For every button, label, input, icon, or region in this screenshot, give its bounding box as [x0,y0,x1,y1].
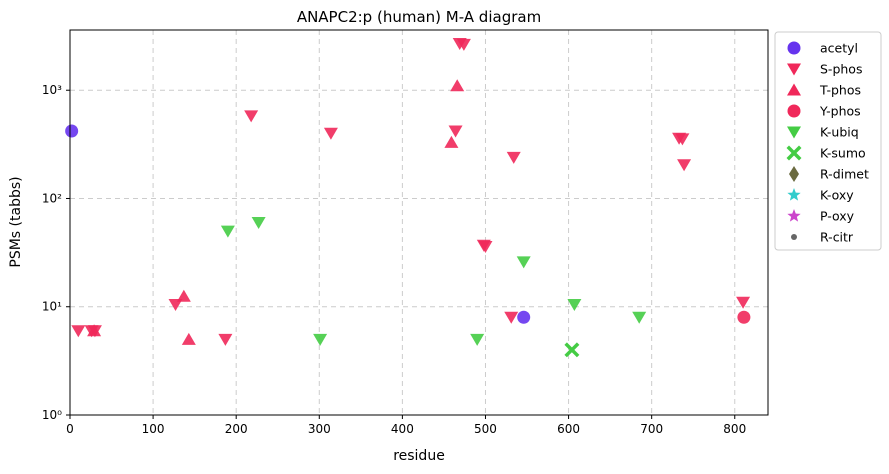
data-point-t-phos [444,135,459,148]
y-axis-label: PSMs (tabbs) [8,176,24,267]
legend-label-y-phos: Y-phos [819,104,861,119]
data-point-t-phos [450,79,465,92]
y-tick-label: 10⁰ [42,408,62,422]
x-tick-label: 500 [474,422,497,436]
legend-label-r-citr: R-citr [820,230,854,245]
x-tick-label: 200 [225,422,248,436]
plot-frame [69,29,769,416]
legend-marker-y-phos [787,104,801,118]
x-tick-label: 100 [142,422,165,436]
legend-marker-k-oxy [787,188,801,201]
legend-marker-k-sumo [786,145,802,161]
data-point-s-phos [456,38,471,51]
y-tick-label: 10² [42,191,62,205]
data-point-s-phos [736,296,751,309]
data-point-s-phos [506,151,521,164]
x-axis-label: residue [393,448,445,464]
data-point-s-phos [168,298,183,311]
data-point-k-ubiq [516,256,531,269]
legend-marker-p-oxy [787,209,801,222]
x-tick-label: 0 [66,422,74,436]
data-point-s-phos [677,159,692,172]
legend-frame [774,31,882,251]
data-point-k-ubiq [470,333,485,346]
data-point-s-phos [323,127,338,140]
data-point-t-phos [176,289,191,302]
legend-label-s-phos: S-phos [820,62,862,77]
data-point-k-ubiq [632,311,647,324]
legend-marker-t-phos [787,83,801,96]
legend-label-acetyl: acetyl [820,41,858,56]
legend-label-p-oxy: P-oxy [820,209,855,224]
data-point-s-phos [504,311,519,324]
data-point-k-ubiq [251,217,266,229]
y-axis: 10⁰ 10¹ 10² 10³ [42,83,70,422]
chart-title: ANAPC2:p (human) M-A diagram [297,8,541,26]
legend-label-k-oxy: K-oxy [820,188,854,203]
x-axis: 0 100 200 300 400 500 600 700 800 [66,415,746,436]
data-point-y-phos [737,310,751,324]
legend: acetyl S-phos T-phos Y-phos K-ubiq K-sumo R-di… [774,31,882,251]
data-point-acetyl [65,124,79,138]
x-tick-label: 700 [640,422,663,436]
legend-marker-k-ubiq [787,126,801,139]
data-point-k-ubiq [220,225,235,238]
legend-marker-acetyl [787,41,801,55]
y-tick-label: 10³ [42,83,62,97]
data-point-k-ubiq [567,298,582,311]
data-point-s-phos [448,125,463,138]
data-point-k-sumo [564,342,580,358]
x-tick-label: 600 [557,422,580,436]
data-point-t-phos [181,332,196,345]
legend-label-r-dimet: R-dimet [820,167,869,182]
data-point-t-phos [87,324,102,337]
legend-label-k-sumo: K-sumo [820,146,866,161]
legend-marker-r-citr [791,234,797,240]
data-point-k-ubiq [313,333,328,346]
data-point-s-phos [244,110,259,123]
legend-label-k-ubiq: K-ubiq [820,125,859,140]
x-tick-label: 400 [391,422,414,436]
legend-marker-s-phos [787,63,801,76]
data-point-s-phos [71,325,86,338]
data-point-s-phos [478,241,493,254]
legend-label-t-phos: T-phos [819,83,861,98]
grid-lines [70,30,768,415]
x-tick-label: 300 [308,422,331,436]
x-tick-label: 800 [723,422,746,436]
data-point-s-phos [218,333,233,346]
legend-marker-r-dimet [789,166,799,182]
data-point-s-phos [675,133,690,146]
data-point-acetyl [517,310,531,324]
y-tick-label: 10¹ [42,300,62,314]
data-points [65,38,751,358]
